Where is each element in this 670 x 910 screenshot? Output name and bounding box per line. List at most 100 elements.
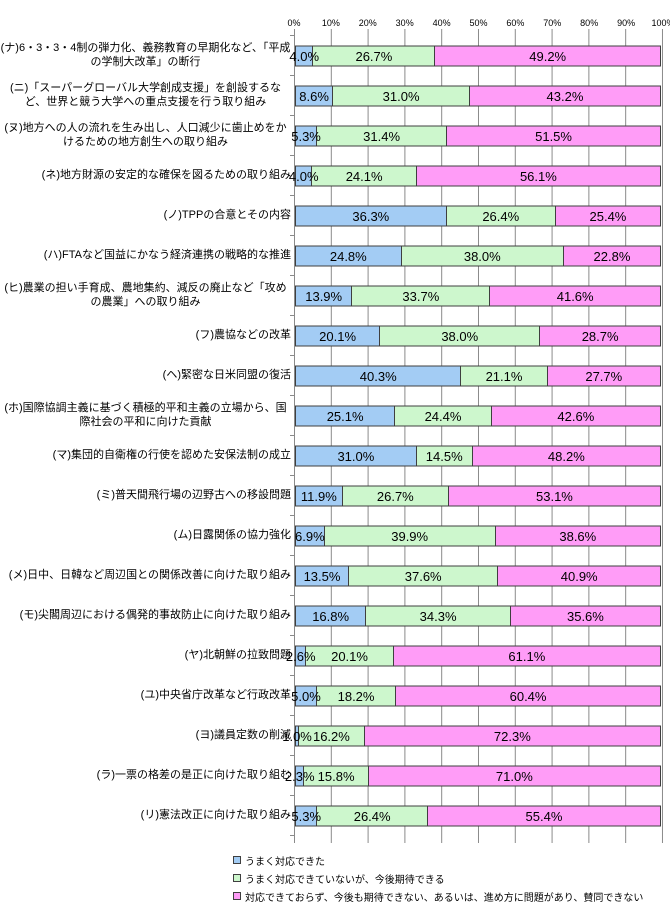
- bar-segment-2: 37.6%: [348, 565, 499, 587]
- stacked-bar: 13.5% 37.6% 40.9%: [295, 565, 663, 587]
- chart-row: (ユ)中央省庁改革など行政改革 5.0% 18.2% 60.4%: [0, 675, 670, 716]
- stacked-bar: 16.8% 34.3% 35.6%: [295, 605, 663, 627]
- data-label: 48.2%: [547, 448, 585, 464]
- legend: うまく対応できた うまく対応できていないが、今後期待できる 対応できておらず、今…: [233, 851, 670, 905]
- chart-row: (ニ)「スーパーグローバル大学創成支援」を創設するなど、世界と競う大学への重点支…: [0, 75, 670, 116]
- data-label: 15.8%: [317, 768, 355, 784]
- category-label-cell: (モ)尖閣周辺における偶発的事故防止に向けた取り組み: [0, 596, 294, 636]
- data-label: 26.4%: [482, 208, 520, 224]
- data-label: 60.4%: [509, 688, 547, 704]
- bar-segment-3: 25.4%: [554, 205, 661, 227]
- stacked-bar: 2.3% 15.8% 71.0%: [285, 765, 663, 787]
- bar-segment-3: 53.1%: [447, 485, 661, 507]
- data-label: 11.9%: [300, 488, 337, 504]
- axis-corner-spacer: [0, 836, 294, 843]
- bar-segment-2: 33.7%: [351, 285, 491, 307]
- category-label: (モ)尖閣周辺における偶発的事故防止に向けた取り組み: [19, 609, 291, 622]
- stacked-bar: 24.8% 38.0% 22.8%: [295, 245, 663, 267]
- category-label-cell: (ヘ)緊密な日米同盟の復活: [0, 356, 294, 396]
- category-label: (ヌ)地方への人の流れを生み出し、人口減少に歯止めをかけるための地方創生への取り…: [4, 122, 287, 148]
- bar-segment-1: 40.3%: [295, 365, 462, 387]
- bar-segment-2: 38.0%: [379, 325, 541, 347]
- legend-item: 対応できておらず、今後も期待できない、あるいは、進め方に問題があり、賛同できない: [233, 887, 670, 905]
- bar-segment-3: 40.9%: [497, 565, 661, 587]
- bar-segment-1: 6.9%: [295, 525, 325, 547]
- stacked-bar: 5.3% 26.4% 55.4%: [291, 805, 663, 827]
- plot-area-row: 4.0% 24.1% 56.1%: [289, 155, 663, 196]
- chart-row: (ヒ)農業の担い手育成、農地集約、減反の廃止など「攻めの農業」への取り組み 13…: [0, 275, 670, 316]
- data-label: 16.8%: [312, 608, 350, 624]
- legend-item: うまく対応できていないが、今後期待できる: [233, 869, 670, 887]
- category-label-cell: (ラ)一票の格差の是正に向けた取り組む: [0, 756, 294, 796]
- category-label-cell: (リ)憲法改正に向けた取り組み: [0, 796, 294, 836]
- data-label: 40.9%: [560, 568, 598, 584]
- chart-row: (ヤ)北朝鮮の拉致問題 2.6% 20.1% 61.1%: [0, 635, 670, 676]
- bar-segment-3: 51.5%: [446, 125, 661, 147]
- plot-area-row: 4.0% 26.7% 49.2%: [289, 35, 663, 76]
- chart-row: (ヌ)地方への人の流れを生み出し、人口減少に歯止めをかけるための地方創生への取り…: [0, 115, 670, 156]
- data-label: 38.6%: [559, 528, 597, 544]
- axis-tick-label: 90%: [617, 18, 636, 28]
- axis-tick-label: 50%: [469, 18, 488, 28]
- category-label: (ム)日露関係の協力強化: [173, 529, 291, 542]
- stacked-bar: 20.1% 38.0% 28.7%: [295, 325, 663, 347]
- bar-segment-2: 34.3%: [365, 605, 511, 627]
- category-label-cell: (ネ)地方財源の安定的な確保を図るための取り組み: [0, 156, 294, 196]
- data-label: 18.2%: [337, 688, 375, 704]
- data-label: 26.7%: [376, 488, 414, 504]
- data-label: 55.4%: [525, 808, 563, 824]
- category-label-cell: (ヨ)議員定数の削減: [0, 716, 294, 756]
- axis-tick-label: 30%: [395, 18, 414, 28]
- chart-rows: (ナ)6・3・3・4制の弾力化、義務教育の早期化など、「平成の学制大改革」の断行…: [0, 35, 670, 836]
- data-label: 42.6%: [557, 408, 595, 424]
- bar-segment-2: 39.9%: [323, 525, 496, 547]
- category-label-cell: (ミ)普天間飛行場の辺野古への移設問題: [0, 476, 294, 516]
- category-label-cell: (ホ)国際協調主義に基づく積極的平和主義の立場から、国際社会の平和に向けた貢献: [0, 396, 294, 436]
- bar-segment-1: 31.0%: [295, 445, 417, 467]
- plot-area-row: 25.1% 24.4% 42.6%: [290, 395, 663, 436]
- data-label: 25.4%: [589, 208, 627, 224]
- data-label: 5.3%: [291, 128, 321, 144]
- stacked-bar: 31.0% 14.5% 48.2%: [295, 445, 663, 467]
- axis-corner-spacer: [0, 6, 294, 36]
- plot-area-row: 5.3% 31.4% 51.5%: [290, 115, 663, 156]
- stacked-bar: 11.9% 26.7% 53.1%: [295, 485, 663, 507]
- data-label: 31.0%: [382, 88, 420, 104]
- data-label: 2.3%: [284, 768, 315, 784]
- plot-area-row: 24.8% 38.0% 22.8%: [290, 235, 663, 276]
- category-label-cell: (ム)日露関係の協力強化: [0, 516, 294, 556]
- bar-segment-1: 4.0%: [289, 165, 319, 187]
- bar-segment-1: 4.0%: [289, 45, 319, 67]
- stacked-bar: 13.9% 33.7% 41.6%: [295, 285, 663, 307]
- data-label: 6.9%: [295, 528, 325, 544]
- bar-segment-2: 26.4%: [445, 205, 556, 227]
- stacked-bar: 5.3% 31.4% 51.5%: [291, 125, 663, 147]
- bar-segment-3: 56.1%: [415, 165, 661, 187]
- category-label: (ホ)国際協調主義に基づく積極的平和主義の立場から、国際社会の平和に向けた貢献: [4, 402, 287, 428]
- data-label: 53.1%: [536, 488, 573, 504]
- data-label: 14.5%: [425, 448, 463, 464]
- stacked-bar: 36.3% 26.4% 25.4%: [295, 205, 663, 227]
- category-label-cell: (ノ)TPPの合意とその内容: [0, 196, 294, 236]
- axis-tick-label: 80%: [580, 18, 599, 28]
- bar-segment-3: 22.8%: [562, 245, 661, 267]
- stacked-bar: 4.0% 26.7% 49.2%: [289, 45, 663, 67]
- category-label: (ユ)中央省庁改革など行政改革: [140, 689, 291, 702]
- bar-segment-3: 55.4%: [426, 805, 661, 827]
- bar-segment-3: 28.7%: [539, 325, 661, 347]
- bar-segment-3: 71.0%: [367, 765, 661, 787]
- chart-row: (フ)農協などの改革 20.1% 38.0% 28.7%: [0, 315, 670, 356]
- data-label: 27.7%: [585, 368, 623, 384]
- bar-segment-2: 31.4%: [316, 125, 448, 147]
- chart-row: (ノ)TPPの合意とその内容 36.3% 26.4% 25.4%: [0, 195, 670, 236]
- bar-segment-1: 16.8%: [295, 605, 367, 627]
- chart-row: (メ)日中、日韓など周辺国との関係改善に向けた取り組み 13.5% 37.6% 40…: [0, 555, 670, 596]
- chart-row: (ム)日露関係の協力強化 6.9% 39.9% 38.6%: [0, 515, 670, 556]
- category-label: (ミ)普天間飛行場の辺野古への移設問題: [96, 489, 291, 502]
- bar-segment-2: 26.7%: [341, 485, 449, 507]
- axis-tick-label: 20%: [358, 18, 377, 28]
- bar-segment-2: 38.0%: [400, 245, 564, 267]
- data-label: 71.0%: [495, 768, 533, 784]
- data-label: 49.2%: [529, 48, 567, 64]
